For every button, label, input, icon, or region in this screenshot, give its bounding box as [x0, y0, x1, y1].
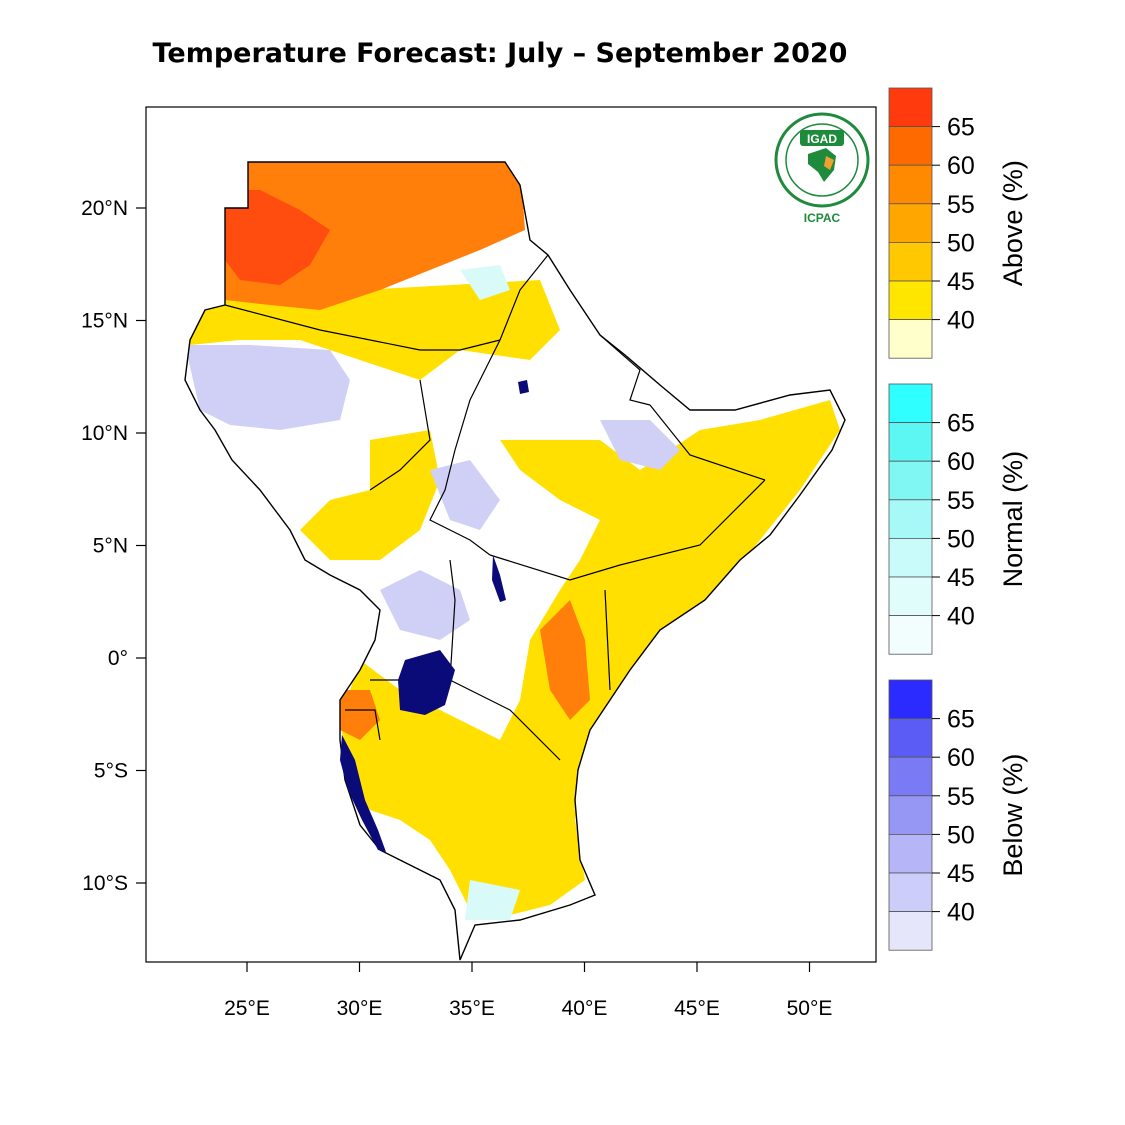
forecast-zone [460, 265, 510, 300]
legend-tick-label: 50 [947, 525, 975, 553]
lake-victoria [398, 650, 455, 715]
legend-tick-label: 60 [947, 448, 975, 476]
lon-tick-label: 30°E [337, 997, 383, 1020]
forecast-zone [380, 570, 470, 640]
forecast-zone [340, 690, 380, 740]
legend-swatch [888, 203, 933, 243]
legend-0: 65 60 55 50 45 40 Above (%) [888, 87, 1028, 359]
lat-tick-label: 10°N [81, 422, 128, 445]
logo-inner-ring-icon [785, 123, 859, 197]
legend-swatch [888, 126, 933, 166]
lat-tick-label: 5°S [94, 760, 128, 783]
legend-tick-label: 55 [947, 783, 975, 811]
legend-tick-label: 45 [947, 564, 975, 592]
legend-tick-label: 55 [947, 487, 975, 515]
latitude-axis: 20°N 15°N 10°N 5°N 0° 5°S 10°S [81, 197, 146, 895]
legend-tick-label: 60 [947, 744, 975, 772]
legend-swatch [888, 872, 933, 912]
igad-region-icon [824, 156, 834, 170]
legend-title: Above (%) [998, 160, 1028, 286]
legend-swatch [888, 319, 933, 359]
legend-swatch [888, 87, 933, 127]
logo-banner [800, 130, 844, 146]
legend-swatch [888, 241, 933, 282]
lat-tick-label: 0° [108, 647, 128, 670]
region-outline [184, 161, 846, 961]
forecast-zone [185, 345, 350, 430]
legend-tick-label: 55 [947, 191, 975, 219]
legend-swatch [888, 576, 933, 616]
forecast-zone [300, 430, 440, 560]
legend-tick-label: 65 [947, 410, 975, 438]
probability-legends: 65 60 55 50 45 40 Above (%) 65 60 55 50 45 40 Normal … [888, 87, 1028, 951]
legend-tick-label: 45 [947, 860, 975, 888]
lat-tick-label: 5°N [93, 535, 128, 558]
lon-tick-label: 25°E [224, 997, 270, 1020]
legend-swatch [888, 499, 933, 539]
legend-swatch [888, 911, 933, 951]
lon-tick-label: 40°E [562, 997, 608, 1020]
lon-tick-label: 45°E [674, 997, 720, 1020]
lon-tick-label: 35°E [449, 997, 495, 1020]
igad-logo: IGAD ICPAC [774, 112, 870, 225]
forecast-zone [430, 460, 500, 530]
africa-shape-icon [808, 148, 836, 182]
forecast-zone [225, 190, 330, 285]
legend-swatch [888, 422, 933, 462]
lake-tana [518, 380, 529, 394]
longitude-axis: 25°E 30°E 35°E 40°E 45°E 50°E [224, 962, 832, 1020]
legend-tick-label: 40 [947, 899, 975, 927]
forecast-zone [600, 420, 680, 470]
legend-swatch [888, 679, 933, 719]
lake-turkana [492, 555, 506, 602]
logo-acronym: IGAD [807, 132, 837, 146]
legend-tick-label: 45 [947, 268, 975, 296]
lat-tick-label: 15°N [81, 310, 128, 333]
legend-swatch [888, 164, 933, 205]
legend-swatch [888, 280, 933, 320]
legend-swatch [888, 795, 933, 835]
legend-swatch [888, 834, 933, 874]
legend-tick-label: 50 [947, 821, 975, 849]
legend-swatch [888, 756, 933, 797]
logo-org: ICPAC [804, 211, 841, 225]
lake-tanganyika [340, 735, 386, 852]
lat-tick-label: 10°S [82, 872, 128, 895]
lon-tick-label: 50°E [787, 997, 833, 1020]
legend-tick-label: 65 [947, 706, 975, 734]
map-title: Temperature Forecast: July – September 2… [152, 38, 848, 69]
legend-title: Below (%) [998, 754, 1028, 877]
legend-swatch [888, 460, 933, 501]
forecast-zone [540, 600, 590, 720]
legend-swatch [888, 383, 933, 423]
lat-tick-label: 20°N [81, 197, 128, 220]
legend-swatch [888, 718, 933, 758]
legend-1: 65 60 55 50 45 40 Normal (%) [888, 383, 1028, 655]
legend-tick-label: 60 [947, 152, 975, 180]
legend-tick-label: 50 [947, 229, 975, 257]
legend-tick-label: 40 [947, 307, 975, 335]
forecast-zone [340, 400, 840, 915]
forecast-zone [225, 162, 525, 310]
legend-title: Normal (%) [998, 451, 1028, 588]
forecast-zone [465, 880, 520, 920]
legend-swatch [888, 538, 933, 578]
legend-tick-label: 65 [947, 114, 975, 142]
legend-tick-label: 40 [947, 603, 975, 631]
legend-swatch [888, 615, 933, 655]
legend-2: 65 60 55 50 45 40 Below (%) [888, 679, 1028, 951]
